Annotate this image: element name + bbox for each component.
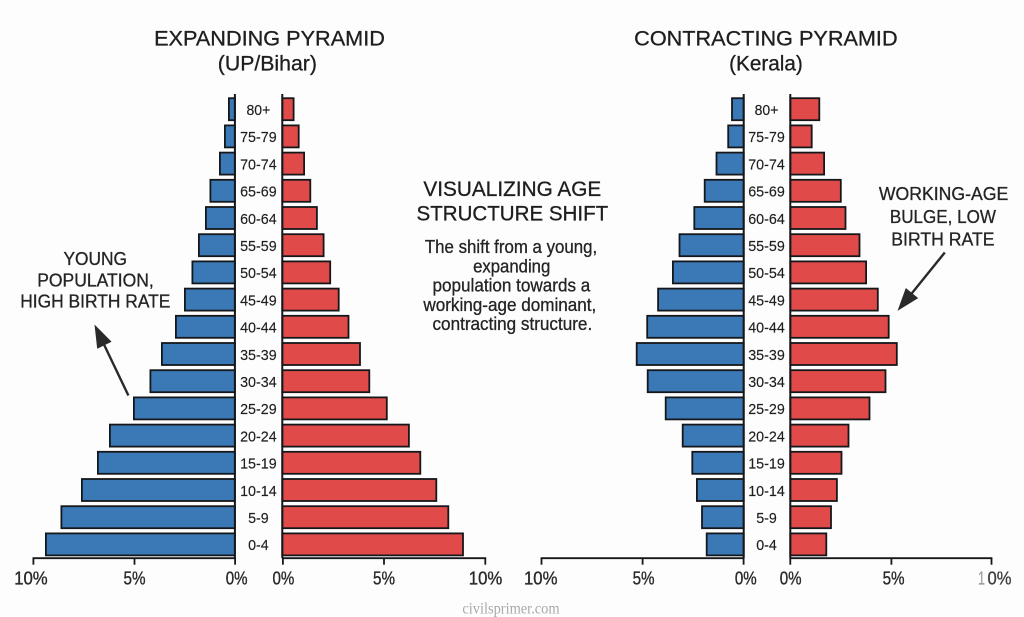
svg-text:20-24: 20-24 [240, 428, 277, 445]
svg-text:5%: 5% [373, 569, 395, 589]
svg-text:STRUCTURE SHIFT: STRUCTURE SHIFT [417, 202, 609, 225]
svg-text:YOUNG: YOUNG [64, 248, 128, 269]
svg-text:65-69: 65-69 [240, 184, 277, 201]
svg-text:55-59: 55-59 [748, 238, 785, 255]
svg-text:80+: 80+ [755, 102, 779, 119]
svg-text:25-29: 25-29 [748, 401, 785, 418]
svg-text:60-64: 60-64 [748, 211, 785, 228]
svg-text:45-49: 45-49 [240, 292, 277, 309]
svg-text:25-29: 25-29 [240, 401, 277, 418]
svg-text:10%: 10% [524, 569, 558, 589]
svg-text:POPULATION,: POPULATION, [37, 269, 154, 290]
svg-text:60-64: 60-64 [240, 211, 277, 228]
svg-text:5%: 5% [124, 569, 146, 589]
svg-text:75-79: 75-79 [240, 129, 277, 146]
svg-text:30-34: 30-34 [748, 374, 785, 391]
svg-text:0%: 0% [988, 569, 1012, 589]
svg-text:5%: 5% [883, 569, 905, 589]
svg-text:0%: 0% [780, 569, 802, 589]
svg-text:expanding: expanding [473, 256, 550, 276]
svg-text:10-14: 10-14 [748, 483, 785, 500]
svg-text:5%: 5% [633, 569, 655, 589]
svg-text:65-69: 65-69 [748, 184, 785, 201]
svg-text:15-19: 15-19 [748, 456, 785, 473]
svg-text:50-54: 50-54 [240, 265, 277, 282]
svg-text:BIRTH RATE: BIRTH RATE [891, 228, 994, 249]
svg-text:0-4: 0-4 [756, 537, 777, 554]
svg-text:5-9: 5-9 [756, 510, 777, 527]
svg-text:50-54: 50-54 [748, 265, 785, 282]
svg-text:35-39: 35-39 [240, 347, 277, 364]
svg-text:80+: 80+ [247, 102, 271, 119]
svg-text:CONTRACTING PYRAMID: CONTRACTING PYRAMID [634, 26, 897, 50]
svg-text:40-44: 40-44 [748, 320, 785, 337]
svg-text:10%: 10% [469, 569, 503, 589]
svg-text:0-4: 0-4 [248, 537, 269, 554]
svg-text:40-44: 40-44 [240, 320, 277, 337]
svg-text:VISUALIZING AGE: VISUALIZING AGE [423, 178, 601, 201]
svg-text:30-34: 30-34 [240, 374, 277, 391]
svg-text:population towards a: population towards a [433, 276, 592, 296]
svg-text:working-age dominant,: working-age dominant, [422, 295, 596, 315]
svg-text:15-19: 15-19 [240, 456, 277, 473]
svg-text:civilsprimer.com: civilsprimer.com [462, 600, 560, 617]
svg-text:70-74: 70-74 [748, 156, 785, 173]
svg-text:10%: 10% [14, 569, 48, 589]
svg-text:WORKING-AGE: WORKING-AGE [879, 183, 1008, 204]
svg-text:10-14: 10-14 [240, 483, 277, 500]
svg-text:45-49: 45-49 [748, 292, 785, 309]
svg-text:HIGH BIRTH RATE: HIGH BIRTH RATE [20, 290, 170, 311]
svg-text:0%: 0% [273, 569, 295, 589]
svg-text:5-9: 5-9 [248, 510, 269, 527]
svg-text:(Kerala): (Kerala) [729, 51, 803, 75]
svg-text:The shift from a young,: The shift from a young, [425, 237, 597, 257]
svg-text:35-39: 35-39 [748, 347, 785, 364]
svg-text:70-74: 70-74 [240, 156, 277, 173]
svg-text:75-79: 75-79 [748, 129, 785, 146]
svg-text:55-59: 55-59 [240, 238, 277, 255]
svg-text:20-24: 20-24 [748, 428, 785, 445]
svg-text:0%: 0% [226, 569, 248, 589]
svg-text:0%: 0% [735, 569, 757, 589]
svg-text:(UP/Bihar): (UP/Bihar) [218, 51, 317, 75]
svg-text:contracting structure.: contracting structure. [433, 314, 593, 334]
svg-text:EXPANDING PYRAMID: EXPANDING PYRAMID [154, 26, 385, 50]
svg-text:BULGE, LOW: BULGE, LOW [890, 206, 996, 227]
svg-text:1: 1 [978, 569, 985, 589]
